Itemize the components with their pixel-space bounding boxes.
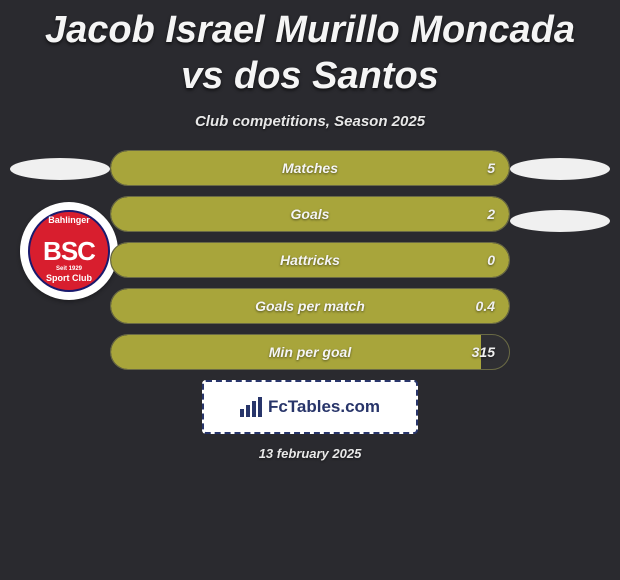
stat-row: Min per goal315	[110, 334, 510, 370]
player1-pill-1	[10, 158, 110, 180]
club-badge-year: Seit 1929	[56, 266, 82, 273]
stat-row: Goals2	[110, 196, 510, 232]
stat-label: Hattricks	[125, 252, 495, 268]
bar-chart-icon	[240, 397, 262, 417]
footer-brand-badge: FcTables.com	[202, 380, 418, 434]
stat-value: 2	[487, 206, 495, 222]
stat-value: 0.4	[476, 298, 495, 314]
page-date: 13 february 2025	[0, 446, 620, 461]
club-badge-arc-bottom: Sport Club	[46, 274, 92, 284]
club-badge-center: BSC	[43, 237, 95, 266]
stat-value: 0	[487, 252, 495, 268]
stat-value: 315	[472, 344, 495, 360]
stat-label: Goals per match	[125, 298, 495, 314]
page-subtitle: Club competitions, Season 2025	[0, 113, 620, 130]
stat-row: Hattricks0	[110, 242, 510, 278]
stat-label: Goals	[125, 206, 495, 222]
club-badge-inner: Bahlinger BSC Seit 1929 Sport Club	[28, 210, 110, 292]
footer-brand-text: FcTables.com	[268, 397, 380, 417]
club-badge: Bahlinger BSC Seit 1929 Sport Club	[20, 202, 118, 300]
stat-row: Goals per match0.4	[110, 288, 510, 324]
player2-pill-2	[510, 210, 610, 232]
page-title: Jacob Israel Murillo Moncada vs dos Sant…	[0, 0, 620, 107]
stat-label: Min per goal	[125, 344, 495, 360]
player2-pill-1	[510, 158, 610, 180]
content-area: Bahlinger BSC Seit 1929 Sport Club Match…	[0, 150, 620, 370]
stats-container: Matches5Goals2Hattricks0Goals per match0…	[110, 150, 510, 370]
stat-row: Matches5	[110, 150, 510, 186]
stat-label: Matches	[125, 160, 495, 176]
club-badge-arc-top: Bahlinger	[48, 216, 90, 226]
stat-value: 5	[487, 160, 495, 176]
